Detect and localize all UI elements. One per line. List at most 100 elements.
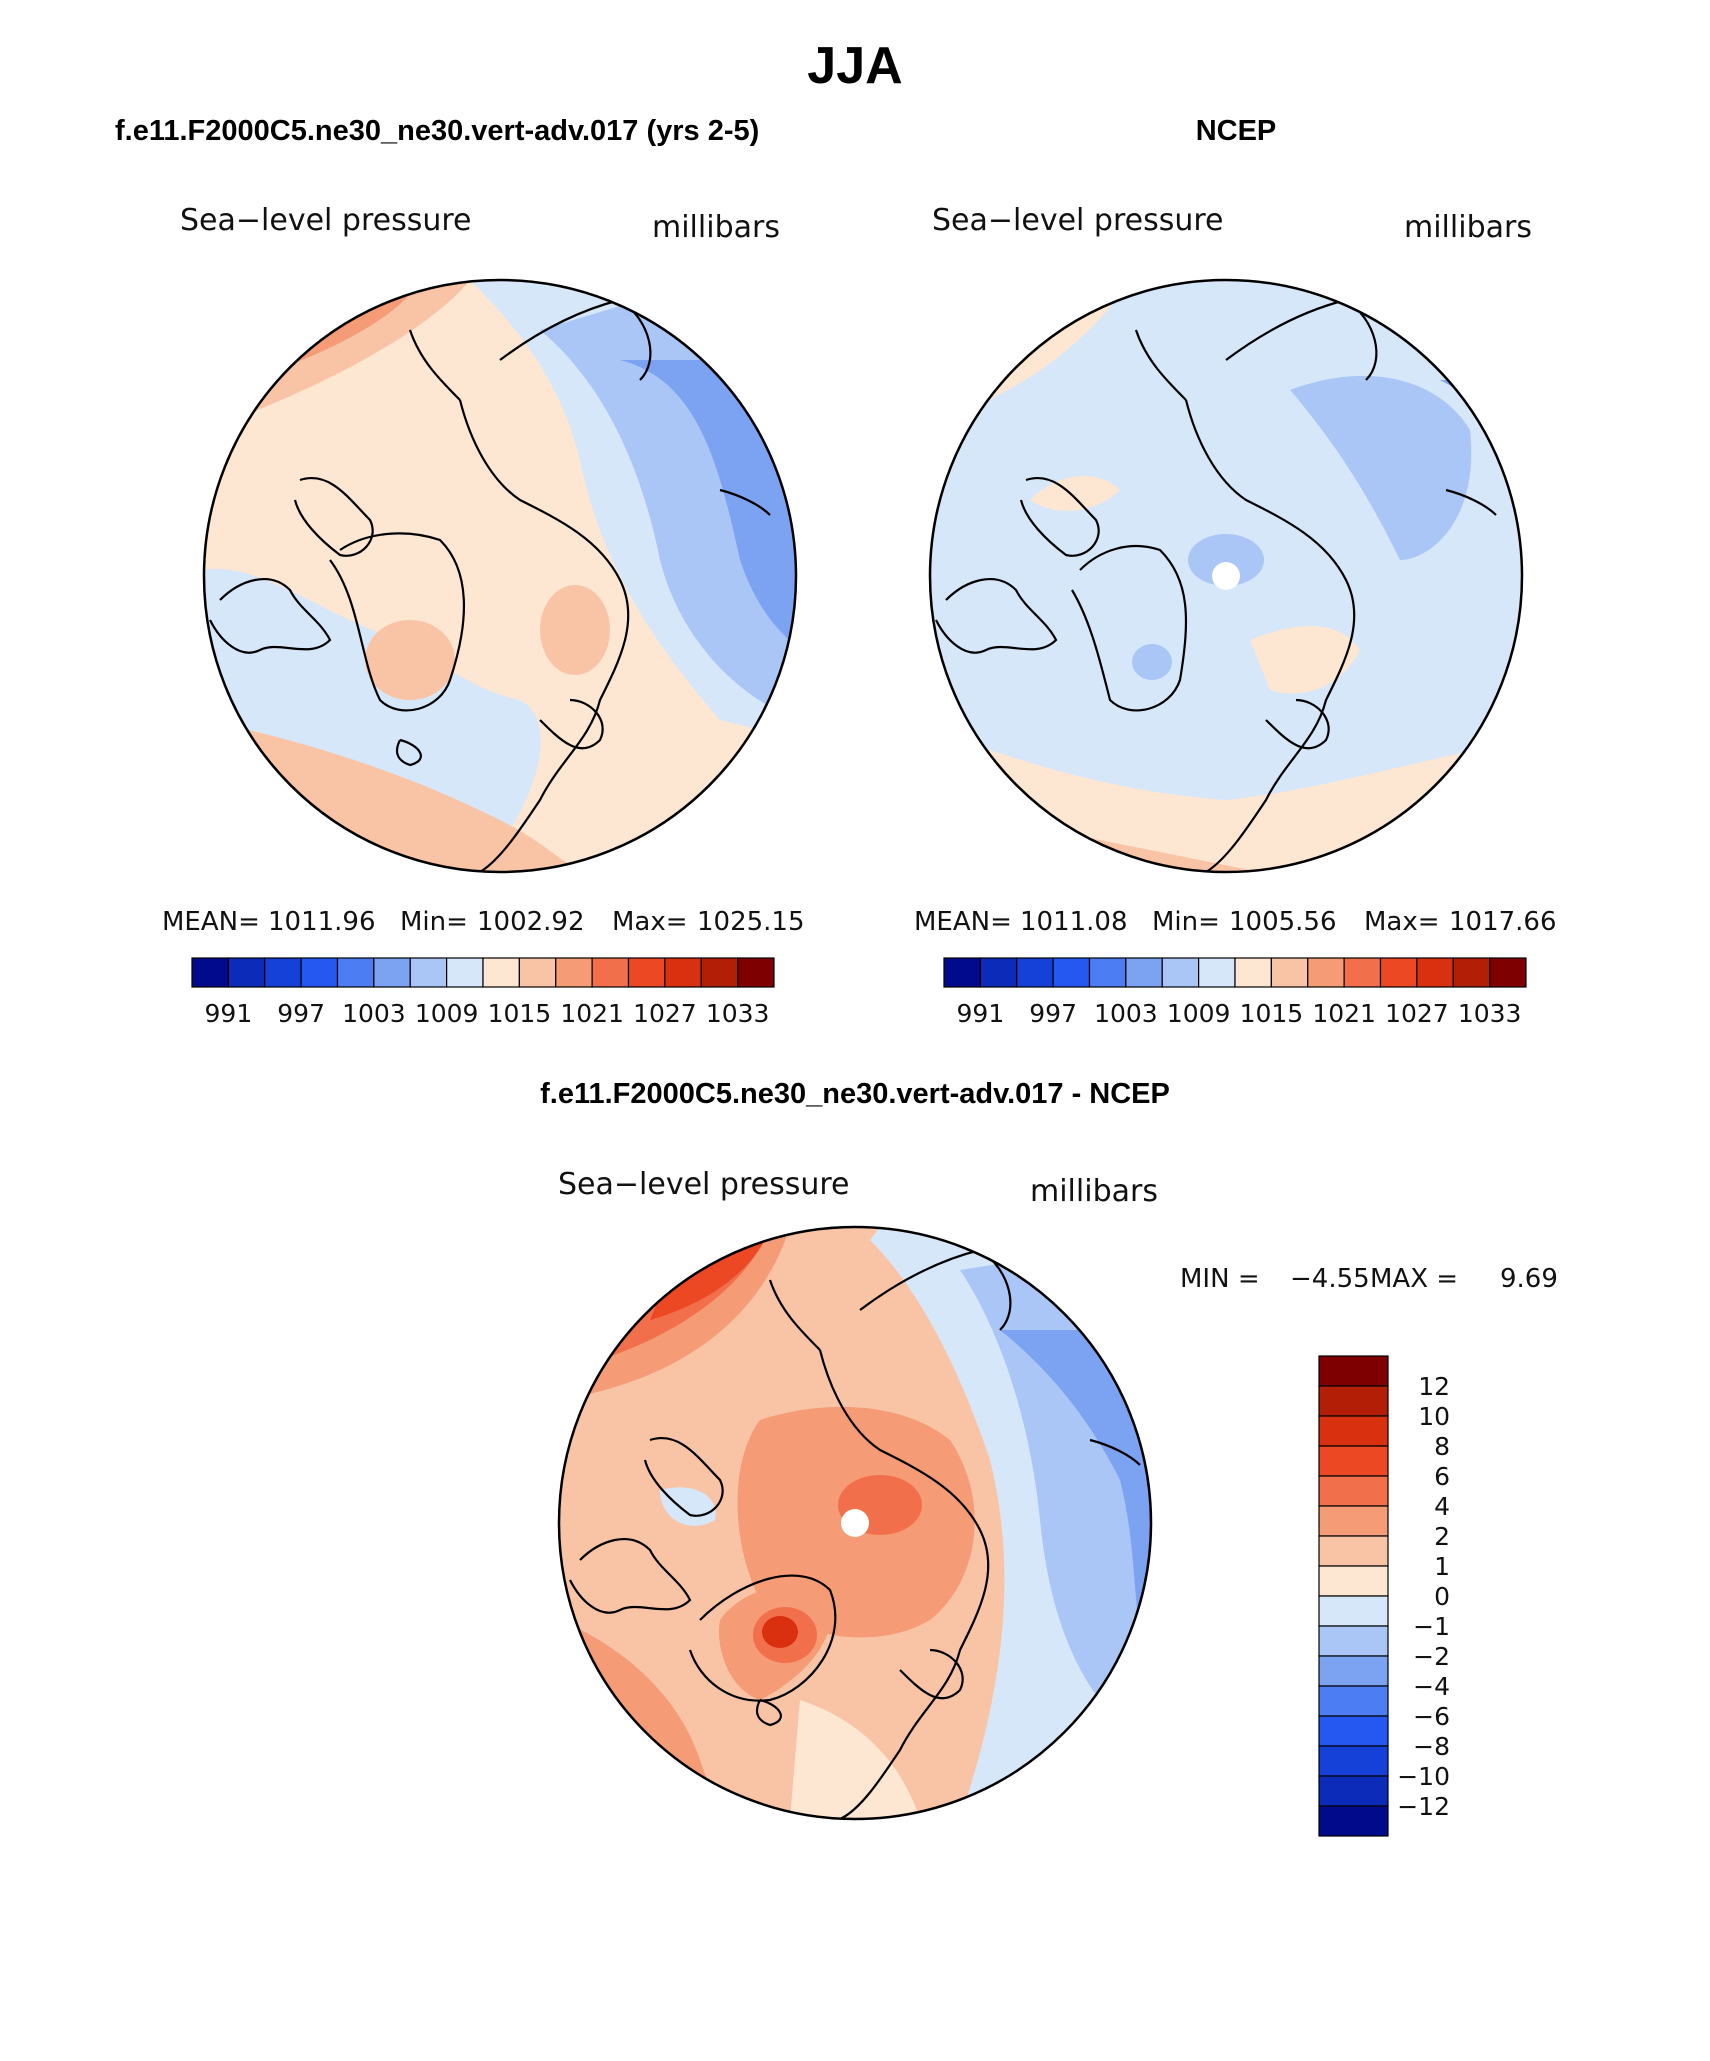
panel-ncep-colorbar-box — [1088, 957, 1127, 988]
panel-ncep-map-border — [928, 278, 1524, 874]
panel-difference-colorbar-tick-label: −8 — [1413, 1732, 1450, 1761]
panel-ncep-colorbar-box — [943, 957, 981, 988]
panel-model-max-label: Max= — [612, 907, 688, 937]
panel-ncep-colorbar-tick-label: 991 — [957, 999, 1005, 1028]
panel-model-mean-value: 1011.96 — [268, 907, 376, 937]
panel-difference-colorbar-tick-label: 1 — [1434, 1552, 1450, 1581]
panel-model-min-value: 1002.92 — [477, 907, 585, 937]
panel-ncep-colorbar-tick-label: 1027 — [1385, 999, 1449, 1028]
panel-difference-colorbar-tick-label: −10 — [1397, 1762, 1450, 1791]
panel-model-colorbar-tick-label: 991 — [205, 999, 253, 1028]
panel-difference-colorbar-box — [1318, 1655, 1389, 1687]
panel-ncep-colorbar-tick-label: 1033 — [1458, 999, 1522, 1028]
panel-ncep-colorbar-box — [1016, 957, 1054, 988]
panel-ncep-min-value: 1005.56 — [1229, 907, 1337, 937]
panel-ncep-colorbar-box — [1125, 957, 1163, 988]
panel-difference-colorbar-tick-label: 12 — [1418, 1372, 1450, 1401]
panel-difference-colorbar-box — [1318, 1385, 1389, 1417]
panel-difference-colorbar-box — [1318, 1535, 1389, 1567]
panel-ncep-colorbar-tick-label: 1003 — [1094, 999, 1158, 1028]
panel-ncep-colorbar-box — [1161, 957, 1200, 988]
panel-difference-colorbar-tick-label: −6 — [1413, 1702, 1450, 1731]
panel-ncep-colorbar — [943, 957, 1527, 988]
panel-model-colorbar-box — [446, 957, 484, 988]
panel-model-colorbar-tick-label: 1015 — [488, 999, 552, 1028]
panel-model-colorbar-labels: 991 997 1003 1009 1015 1021 1027 1033 — [205, 999, 770, 1028]
panel-difference-colorbar-tick-label: 10 — [1418, 1402, 1450, 1431]
panel-ncep-colorbar-tick-label: 1015 — [1240, 999, 1304, 1028]
panel-model-colorbar-box — [737, 957, 775, 988]
panel-difference-colorbar-box — [1318, 1625, 1389, 1657]
panel-model-colorbar-box — [518, 957, 557, 988]
panel-ncep-min-label: Min= — [1152, 907, 1220, 937]
panel-ncep-colorbar-box — [1452, 957, 1491, 988]
panel-difference-max-label: MAX = — [1370, 1264, 1458, 1294]
panel-difference-units: millibars — [1030, 1174, 1158, 1209]
panel-ncep-colorbar-box — [1270, 957, 1309, 988]
panel-difference-colorbar-box — [1318, 1715, 1389, 1747]
panel-difference-colorbar-tick-label: −4 — [1413, 1672, 1450, 1701]
panel-difference-stats: MIN = −4.55 MAX = 9.69 — [1180, 1264, 1558, 1294]
panel-ncep-colorbar-tick-label: 997 — [1029, 999, 1077, 1028]
panel-model-colorbar-box — [227, 957, 266, 988]
panel-difference: f.e11.F2000C5.ne30_ne30.vert-adv.017 - N… — [540, 1078, 1558, 1837]
panel-model-mean-label: MEAN= — [162, 907, 260, 937]
panel-difference-title: f.e11.F2000C5.ne30_ne30.vert-adv.017 - N… — [540, 1078, 1170, 1110]
panel-difference-max-value: 9.69 — [1500, 1264, 1558, 1294]
panel-difference-colorbar-box — [1318, 1805, 1389, 1837]
panel-ncep-colorbar-box — [1307, 957, 1345, 988]
panel-ncep-colorbar-box — [1198, 957, 1236, 988]
panel-model-min-label: Min= — [400, 907, 468, 937]
panel-difference-colorbar-tick-label: −1 — [1413, 1612, 1450, 1641]
panel-difference-colorbar-box — [1318, 1745, 1389, 1777]
panel-model-units: millibars — [652, 210, 780, 245]
panel-model-title: f.e11.F2000C5.ne30_ne30.vert-adv.017 (yr… — [115, 115, 759, 147]
panel-ncep-stats: MEAN= 1011.08 Min= 1005.56 Max= 1017.66 — [914, 907, 1557, 937]
panel-difference-colorbar-box — [1318, 1355, 1389, 1387]
panel-ncep-mean-label: MEAN= — [914, 907, 1012, 937]
panel-ncep-colorbar-box — [1343, 957, 1382, 988]
panel-ncep-title: NCEP — [1196, 115, 1277, 147]
panel-difference-colorbar-tick-label: 8 — [1434, 1432, 1450, 1461]
figure-title: JJA — [807, 37, 902, 95]
panel-ncep-colorbar-box — [979, 957, 1018, 988]
panel-ncep-colorbar-labels: 991 997 1003 1009 1015 1021 1027 1033 — [957, 999, 1522, 1028]
panel-difference-min-value: −4.55 — [1290, 1264, 1370, 1294]
panel-ncep-max-value: 1017.66 — [1449, 907, 1557, 937]
panel-ncep-colorbar-box — [1489, 957, 1527, 988]
panel-ncep-map — [930, 280, 1522, 872]
panel-ncep-colorbar-box — [1052, 957, 1091, 988]
panel-model-colorbar-tick-label: 1003 — [342, 999, 406, 1028]
panel-difference-map — [559, 1227, 1151, 1819]
panel-difference-colorbar-box — [1318, 1685, 1389, 1717]
panel-model-map-border — [202, 278, 798, 874]
panel-model-colorbar-box — [373, 957, 411, 988]
panel-difference-colorbar-box — [1318, 1505, 1389, 1537]
panel-difference-colorbar-tick-label: −2 — [1413, 1642, 1450, 1671]
panel-difference-colorbar-tick-label: 0 — [1434, 1582, 1450, 1611]
panel-model-colorbar-box — [264, 957, 302, 988]
panel-difference-colorbar-box — [1318, 1565, 1389, 1597]
panel-model-colorbar-box — [336, 957, 375, 988]
panel-ncep-left-label: Sea−level pressure — [932, 203, 1223, 238]
panel-ncep-colorbar-box — [1416, 957, 1454, 988]
panel-ncep-mean-value: 1011.08 — [1020, 907, 1128, 937]
panel-model-colorbar-tick-label: 1027 — [633, 999, 697, 1028]
panel-ncep: NCEP Sea−level pressure millibars — [914, 115, 1557, 1028]
panel-model-colorbar-box — [191, 957, 229, 988]
panel-difference-colorbar-box — [1318, 1775, 1389, 1807]
panel-difference-map-border — [557, 1225, 1153, 1821]
panel-model-colorbar-box — [409, 957, 448, 988]
panel-ncep-colorbar-box — [1234, 957, 1272, 988]
panel-ncep-max-label: Max= — [1364, 907, 1440, 937]
panel-difference-colorbar-tick-label: 2 — [1434, 1522, 1450, 1551]
panel-model-colorbar-box — [555, 957, 593, 988]
panel-model-colorbar-box — [700, 957, 739, 988]
panel-model: f.e11.F2000C5.ne30_ne30.vert-adv.017 (yr… — [115, 115, 805, 1028]
panel-difference-colorbar-box — [1318, 1415, 1389, 1447]
panel-difference-colorbar-tick-label: 4 — [1434, 1492, 1450, 1521]
panel-model-left-label: Sea−level pressure — [180, 203, 471, 238]
panel-difference-colorbar — [1318, 1355, 1389, 1837]
panel-difference-colorbar-tick-label: 6 — [1434, 1462, 1450, 1491]
panel-model-colorbar-box — [591, 957, 630, 988]
